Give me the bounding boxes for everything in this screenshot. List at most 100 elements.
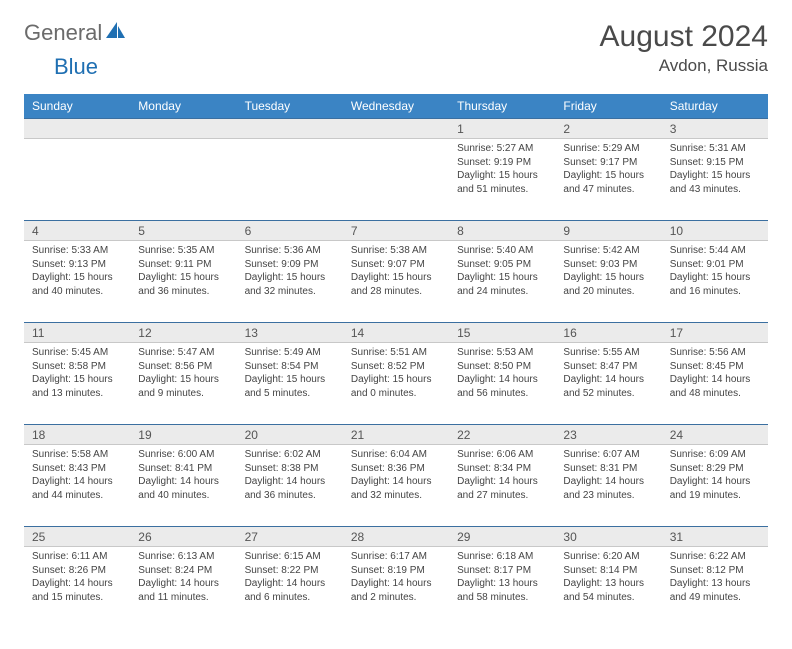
daylight-line: Daylight: 15 hours and 16 minutes. xyxy=(670,271,760,298)
day-number-cell: 7 xyxy=(343,221,449,241)
day-number-cell: 2 xyxy=(555,119,661,139)
day-number: 20 xyxy=(237,425,343,444)
weekday-header: Saturday xyxy=(662,94,768,119)
day-number xyxy=(130,119,236,124)
sunrise-line: Sunrise: 5:29 AM xyxy=(563,142,653,156)
day-cell: Sunrise: 5:53 AMSunset: 8:50 PMDaylight:… xyxy=(449,343,555,425)
sunrise-line: Sunrise: 6:13 AM xyxy=(138,550,228,564)
daylight-line: Daylight: 15 hours and 0 minutes. xyxy=(351,373,441,400)
day-cell: Sunrise: 6:06 AMSunset: 8:34 PMDaylight:… xyxy=(449,445,555,527)
weekday-header: Wednesday xyxy=(343,94,449,119)
day-cell: Sunrise: 6:00 AMSunset: 8:41 PMDaylight:… xyxy=(130,445,236,527)
sunset-line: Sunset: 8:50 PM xyxy=(457,360,547,374)
sunrise-line: Sunrise: 5:40 AM xyxy=(457,244,547,258)
day-number-cell: 6 xyxy=(237,221,343,241)
daylight-line: Daylight: 15 hours and 36 minutes. xyxy=(138,271,228,298)
day-number-cell: 12 xyxy=(130,323,236,343)
weekday-header: Tuesday xyxy=(237,94,343,119)
day-content: Sunrise: 5:29 AMSunset: 9:17 PMDaylight:… xyxy=(555,139,661,202)
sunrise-line: Sunrise: 6:06 AM xyxy=(457,448,547,462)
day-cell: Sunrise: 5:44 AMSunset: 9:01 PMDaylight:… xyxy=(662,241,768,323)
daylight-line: Daylight: 15 hours and 51 minutes. xyxy=(457,169,547,196)
day-number: 15 xyxy=(449,323,555,342)
sunset-line: Sunset: 8:26 PM xyxy=(32,564,122,578)
week-row: Sunrise: 5:33 AMSunset: 9:13 PMDaylight:… xyxy=(24,241,768,323)
sunrise-line: Sunrise: 6:07 AM xyxy=(563,448,653,462)
day-number-cell: 5 xyxy=(130,221,236,241)
sunset-line: Sunset: 8:22 PM xyxy=(245,564,335,578)
daylight-line: Daylight: 13 hours and 54 minutes. xyxy=(563,577,653,604)
sunset-line: Sunset: 8:58 PM xyxy=(32,360,122,374)
day-number: 28 xyxy=(343,527,449,546)
day-cell xyxy=(343,139,449,221)
daylight-line: Daylight: 14 hours and 32 minutes. xyxy=(351,475,441,502)
sunrise-line: Sunrise: 5:56 AM xyxy=(670,346,760,360)
day-content: Sunrise: 5:56 AMSunset: 8:45 PMDaylight:… xyxy=(662,343,768,406)
day-cell: Sunrise: 5:38 AMSunset: 9:07 PMDaylight:… xyxy=(343,241,449,323)
day-cell: Sunrise: 5:45 AMSunset: 8:58 PMDaylight:… xyxy=(24,343,130,425)
sunset-line: Sunset: 8:29 PM xyxy=(670,462,760,476)
daynum-row: 123 xyxy=(24,119,768,139)
day-number-cell: 25 xyxy=(24,527,130,547)
day-content: Sunrise: 6:07 AMSunset: 8:31 PMDaylight:… xyxy=(555,445,661,508)
calendar-table: Sunday Monday Tuesday Wednesday Thursday… xyxy=(24,94,768,629)
day-content: Sunrise: 6:11 AMSunset: 8:26 PMDaylight:… xyxy=(24,547,130,610)
daylight-line: Daylight: 14 hours and 2 minutes. xyxy=(351,577,441,604)
day-content: Sunrise: 5:45 AMSunset: 8:58 PMDaylight:… xyxy=(24,343,130,406)
day-number-cell: 14 xyxy=(343,323,449,343)
daynum-row: 25262728293031 xyxy=(24,527,768,547)
day-number: 21 xyxy=(343,425,449,444)
day-number-cell xyxy=(237,119,343,139)
day-number-cell: 1 xyxy=(449,119,555,139)
day-content: Sunrise: 6:18 AMSunset: 8:17 PMDaylight:… xyxy=(449,547,555,610)
day-content: Sunrise: 6:17 AMSunset: 8:19 PMDaylight:… xyxy=(343,547,449,610)
sunset-line: Sunset: 8:24 PM xyxy=(138,564,228,578)
sunset-line: Sunset: 8:47 PM xyxy=(563,360,653,374)
weekday-header: Monday xyxy=(130,94,236,119)
day-number-cell: 29 xyxy=(449,527,555,547)
day-number-cell: 28 xyxy=(343,527,449,547)
sunset-line: Sunset: 8:31 PM xyxy=(563,462,653,476)
day-number: 16 xyxy=(555,323,661,342)
day-cell: Sunrise: 6:22 AMSunset: 8:12 PMDaylight:… xyxy=(662,547,768,629)
day-cell: Sunrise: 5:58 AMSunset: 8:43 PMDaylight:… xyxy=(24,445,130,527)
day-number-cell: 17 xyxy=(662,323,768,343)
daylight-line: Daylight: 13 hours and 49 minutes. xyxy=(670,577,760,604)
daylight-line: Daylight: 15 hours and 5 minutes. xyxy=(245,373,335,400)
sunrise-line: Sunrise: 5:27 AM xyxy=(457,142,547,156)
day-cell: Sunrise: 5:36 AMSunset: 9:09 PMDaylight:… xyxy=(237,241,343,323)
day-cell: Sunrise: 5:47 AMSunset: 8:56 PMDaylight:… xyxy=(130,343,236,425)
sunrise-line: Sunrise: 5:42 AM xyxy=(563,244,653,258)
day-content: Sunrise: 5:36 AMSunset: 9:09 PMDaylight:… xyxy=(237,241,343,304)
day-number-cell: 10 xyxy=(662,221,768,241)
sunrise-line: Sunrise: 5:45 AM xyxy=(32,346,122,360)
week-row: Sunrise: 5:27 AMSunset: 9:19 PMDaylight:… xyxy=(24,139,768,221)
day-number: 11 xyxy=(24,323,130,342)
day-number: 27 xyxy=(237,527,343,546)
day-number: 14 xyxy=(343,323,449,342)
day-content xyxy=(343,139,449,148)
day-number-cell: 20 xyxy=(237,425,343,445)
day-content xyxy=(130,139,236,148)
day-content: Sunrise: 6:15 AMSunset: 8:22 PMDaylight:… xyxy=(237,547,343,610)
day-number xyxy=(24,119,130,124)
day-content: Sunrise: 5:49 AMSunset: 8:54 PMDaylight:… xyxy=(237,343,343,406)
day-number-cell: 31 xyxy=(662,527,768,547)
sunset-line: Sunset: 8:43 PM xyxy=(32,462,122,476)
day-content: Sunrise: 5:47 AMSunset: 8:56 PMDaylight:… xyxy=(130,343,236,406)
day-number-cell: 4 xyxy=(24,221,130,241)
logo-text-general: General xyxy=(24,20,102,46)
day-number: 30 xyxy=(555,527,661,546)
day-number: 6 xyxy=(237,221,343,240)
day-number: 4 xyxy=(24,221,130,240)
daylight-line: Daylight: 15 hours and 20 minutes. xyxy=(563,271,653,298)
sunset-line: Sunset: 9:03 PM xyxy=(563,258,653,272)
day-number-cell xyxy=(24,119,130,139)
day-content: Sunrise: 5:33 AMSunset: 9:13 PMDaylight:… xyxy=(24,241,130,304)
week-row: Sunrise: 5:58 AMSunset: 8:43 PMDaylight:… xyxy=(24,445,768,527)
day-number-cell: 30 xyxy=(555,527,661,547)
daylight-line: Daylight: 14 hours and 52 minutes. xyxy=(563,373,653,400)
sunset-line: Sunset: 8:19 PM xyxy=(351,564,441,578)
day-number: 31 xyxy=(662,527,768,546)
day-cell: Sunrise: 5:49 AMSunset: 8:54 PMDaylight:… xyxy=(237,343,343,425)
